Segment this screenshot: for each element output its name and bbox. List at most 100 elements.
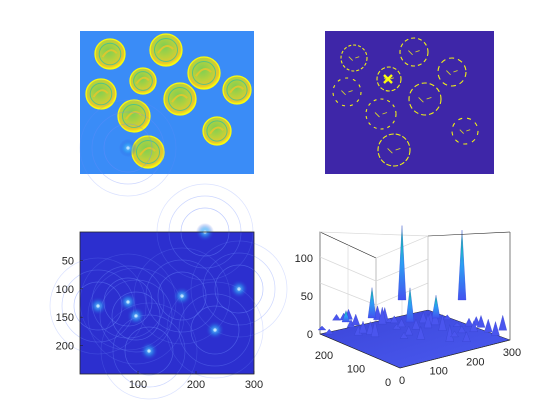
accumulator-ring [111,291,161,341]
accumulator-peak-center [134,314,138,318]
surface-peak [457,230,467,301]
surface-bump [464,317,474,327]
x-tick-label: 200 [187,379,205,391]
coin-relief [135,76,150,85]
edge-circle [437,57,467,87]
edge-circle [408,82,442,116]
surface-bump [397,318,406,328]
coin-rim [98,42,122,66]
accumulator-ring [214,264,264,314]
z-tick-label: 50 [301,291,313,303]
z-tick-label: 0 [307,329,313,341]
surface-x-tick-label: 100 [429,366,447,378]
surface-y-tick-label: 0 [385,377,391,389]
surface-peak [431,295,441,319]
y-tick-label: 150 [56,312,74,324]
coin-rim [135,139,161,165]
surface-peak [405,287,415,323]
surface-bump [389,315,399,324]
accumulator-ticks: 100 200 300 50 100 150 200 [56,255,264,391]
surface-peak [367,287,377,319]
surface-bump [358,320,368,334]
coin [94,38,126,70]
coin [129,67,157,95]
accumulator-ring [49,257,147,355]
edges-layer [332,37,479,167]
accumulator-ring [91,265,165,339]
coin [222,75,252,105]
y-tick-label: 50 [62,255,74,267]
surface-bump [399,332,409,339]
surface-bump [442,314,452,320]
coin-relief [157,45,174,54]
surface-bump [438,314,447,331]
surface-bump [404,325,413,336]
surface-bump [450,330,459,338]
surface-bump [378,307,387,325]
edge-circle [365,98,397,130]
edge-circle [399,37,429,67]
edge-circle [340,44,368,72]
surface-x-tick-label: 0 [399,375,405,387]
surface-bump [411,318,421,330]
coin-relief [139,147,156,156]
surface-bump [423,313,433,329]
x-tick-label: 300 [245,379,263,391]
surface-bump [491,320,500,336]
accumulator-axes-box [79,231,255,375]
accumulator-peak-center [237,287,241,291]
surface-front-frame [319,231,511,369]
accumulator-peak-center [180,294,184,298]
accumulator-ring [103,123,153,173]
coin [163,82,197,116]
coin-rim [167,86,193,112]
accumulator-ring [202,252,276,326]
accumulator-peak-center [126,300,130,304]
coin-rim [153,37,179,63]
coin-image-panel [80,31,254,174]
surface-bump [324,328,334,335]
accumulator-ring [190,240,288,338]
edge-detail [341,90,353,96]
detected-center-marker [383,74,393,84]
z-tick-label: 100 [295,253,313,265]
accumulator-ring [166,281,264,379]
coin-rim [206,120,228,142]
edge-detail [348,56,360,61]
coin-relief [209,126,225,135]
accumulator-peak-center [147,349,151,353]
surface-bump [476,314,486,328]
coin-relief [125,111,142,120]
edge-detail [446,70,458,76]
edge-detail [374,112,388,118]
coin-relief [195,68,212,77]
accumulator-ring [178,293,252,367]
surface-ticks: 0 50 100 0 100 200 300 0 100 200 [295,253,522,389]
accumulator-panel: 100 200 300 50 100 150 200 [49,99,288,400]
surface-peak [341,310,351,323]
edge-circle [451,117,479,145]
accumulator-ring [91,111,165,185]
coin [117,99,151,133]
coin-relief [92,89,109,98]
surface-y-tick-label: 200 [315,350,333,362]
accumulator-ring [103,277,153,327]
coin-rim [121,103,147,129]
edge-circle [332,77,362,107]
y-tick-label: 200 [56,341,74,353]
coin [202,116,232,146]
surface-panel: 0 50 100 0 100 200 300 0 100 200 [295,225,522,389]
surface-x-tick-label: 200 [466,356,484,368]
accumulator-peak-center [213,328,217,332]
surface-bump [419,311,428,324]
edge-detail [459,129,471,134]
coin-relief [101,49,118,58]
surface-bump [484,318,493,333]
coin-rim [226,79,248,101]
accumulator-ring [99,279,173,353]
accumulator-ring [133,247,231,345]
coins-layer [85,33,252,169]
surface-bump [332,313,341,321]
accumulator-ring [112,314,186,388]
